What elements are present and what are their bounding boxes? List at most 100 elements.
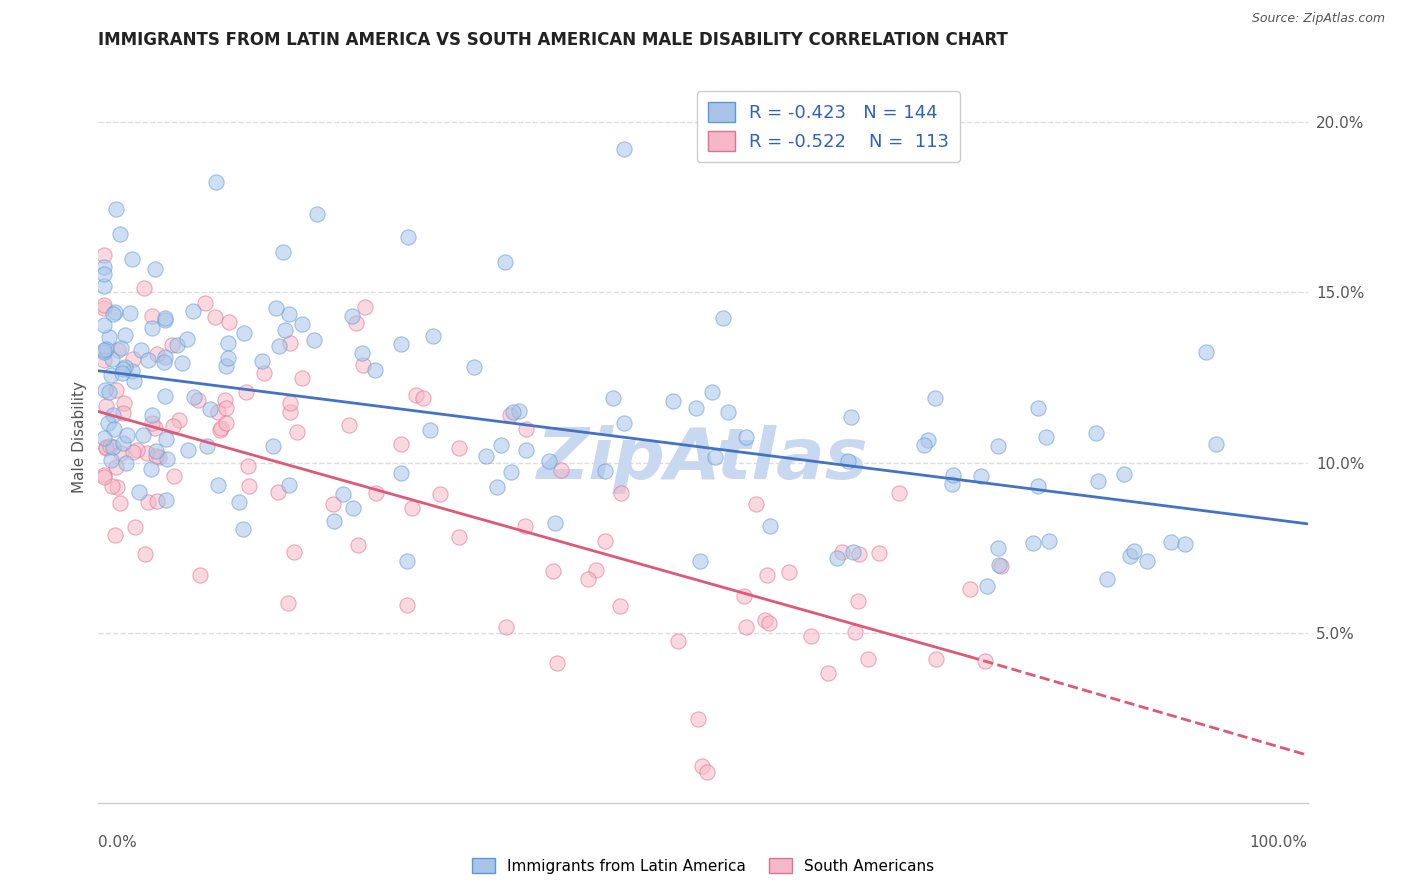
Point bbox=[94, 343, 117, 357]
Point bbox=[162, 418, 184, 433]
Point bbox=[841, 410, 863, 425]
Point bbox=[94, 383, 117, 397]
Point bbox=[129, 343, 152, 358]
Point bbox=[132, 281, 155, 295]
Point bbox=[108, 496, 131, 510]
Point bbox=[690, 759, 713, 773]
Point bbox=[429, 487, 451, 501]
Point bbox=[93, 470, 115, 484]
Point bbox=[155, 492, 177, 507]
Point bbox=[322, 497, 344, 511]
Point bbox=[93, 260, 115, 274]
Point bbox=[209, 421, 232, 435]
Point bbox=[988, 558, 1011, 572]
Point bbox=[912, 438, 935, 452]
Point bbox=[104, 460, 127, 475]
Point bbox=[848, 594, 870, 608]
Point bbox=[198, 401, 221, 416]
Point bbox=[848, 547, 870, 561]
Point bbox=[395, 598, 418, 612]
Point bbox=[1038, 533, 1060, 548]
Point bbox=[143, 420, 166, 434]
Y-axis label: Male Disability: Male Disability bbox=[72, 381, 87, 493]
Point bbox=[515, 519, 537, 533]
Text: 0.0%: 0.0% bbox=[98, 835, 138, 850]
Point bbox=[93, 467, 115, 482]
Point bbox=[121, 351, 143, 366]
Point bbox=[124, 520, 146, 534]
Point bbox=[686, 712, 709, 726]
Point bbox=[925, 652, 948, 666]
Point bbox=[100, 452, 122, 467]
Point bbox=[609, 599, 631, 614]
Point bbox=[278, 335, 301, 350]
Point bbox=[342, 500, 364, 515]
Point bbox=[146, 494, 169, 508]
Point bbox=[350, 346, 373, 360]
Point bbox=[214, 392, 236, 407]
Point bbox=[389, 466, 412, 480]
Point bbox=[143, 262, 166, 277]
Point bbox=[486, 480, 509, 494]
Point bbox=[661, 394, 683, 409]
Point bbox=[844, 624, 866, 639]
Point bbox=[508, 404, 530, 418]
Point bbox=[94, 441, 117, 455]
Point bbox=[112, 406, 135, 420]
Point bbox=[585, 563, 607, 577]
Point bbox=[302, 333, 325, 347]
Point bbox=[145, 347, 167, 361]
Point bbox=[344, 317, 367, 331]
Point bbox=[332, 487, 354, 501]
Point bbox=[101, 408, 124, 422]
Point bbox=[93, 343, 115, 357]
Point bbox=[494, 254, 516, 268]
Point bbox=[713, 310, 735, 325]
Point bbox=[495, 620, 517, 634]
Point bbox=[93, 301, 115, 316]
Point bbox=[1026, 401, 1049, 416]
Point bbox=[266, 484, 288, 499]
Point bbox=[97, 416, 120, 430]
Point bbox=[215, 416, 238, 430]
Point bbox=[291, 318, 314, 332]
Point bbox=[100, 368, 122, 382]
Point bbox=[112, 395, 135, 409]
Point bbox=[1084, 426, 1107, 441]
Point bbox=[941, 477, 963, 491]
Point bbox=[217, 351, 239, 366]
Point bbox=[825, 550, 848, 565]
Point bbox=[114, 328, 136, 343]
Point bbox=[207, 477, 229, 491]
Point bbox=[537, 454, 560, 468]
Point bbox=[145, 449, 167, 463]
Point bbox=[278, 477, 301, 491]
Point bbox=[1087, 475, 1109, 489]
Point bbox=[139, 462, 162, 476]
Point bbox=[347, 538, 370, 552]
Point bbox=[104, 528, 127, 542]
Point bbox=[194, 296, 217, 310]
Point bbox=[215, 359, 238, 374]
Point bbox=[204, 310, 226, 325]
Point bbox=[93, 353, 115, 368]
Point bbox=[990, 558, 1012, 573]
Point bbox=[205, 175, 228, 189]
Point bbox=[114, 456, 136, 470]
Point bbox=[94, 399, 117, 413]
Point bbox=[141, 310, 163, 324]
Point bbox=[352, 358, 374, 372]
Point bbox=[104, 384, 127, 398]
Point bbox=[156, 452, 179, 467]
Point bbox=[974, 654, 997, 668]
Point bbox=[93, 279, 115, 293]
Point bbox=[278, 307, 301, 321]
Point bbox=[98, 439, 121, 453]
Point bbox=[323, 514, 346, 528]
Point bbox=[148, 450, 170, 465]
Point bbox=[1097, 572, 1119, 586]
Point bbox=[166, 338, 188, 352]
Point bbox=[215, 401, 238, 416]
Point bbox=[1119, 549, 1142, 563]
Point bbox=[685, 401, 707, 415]
